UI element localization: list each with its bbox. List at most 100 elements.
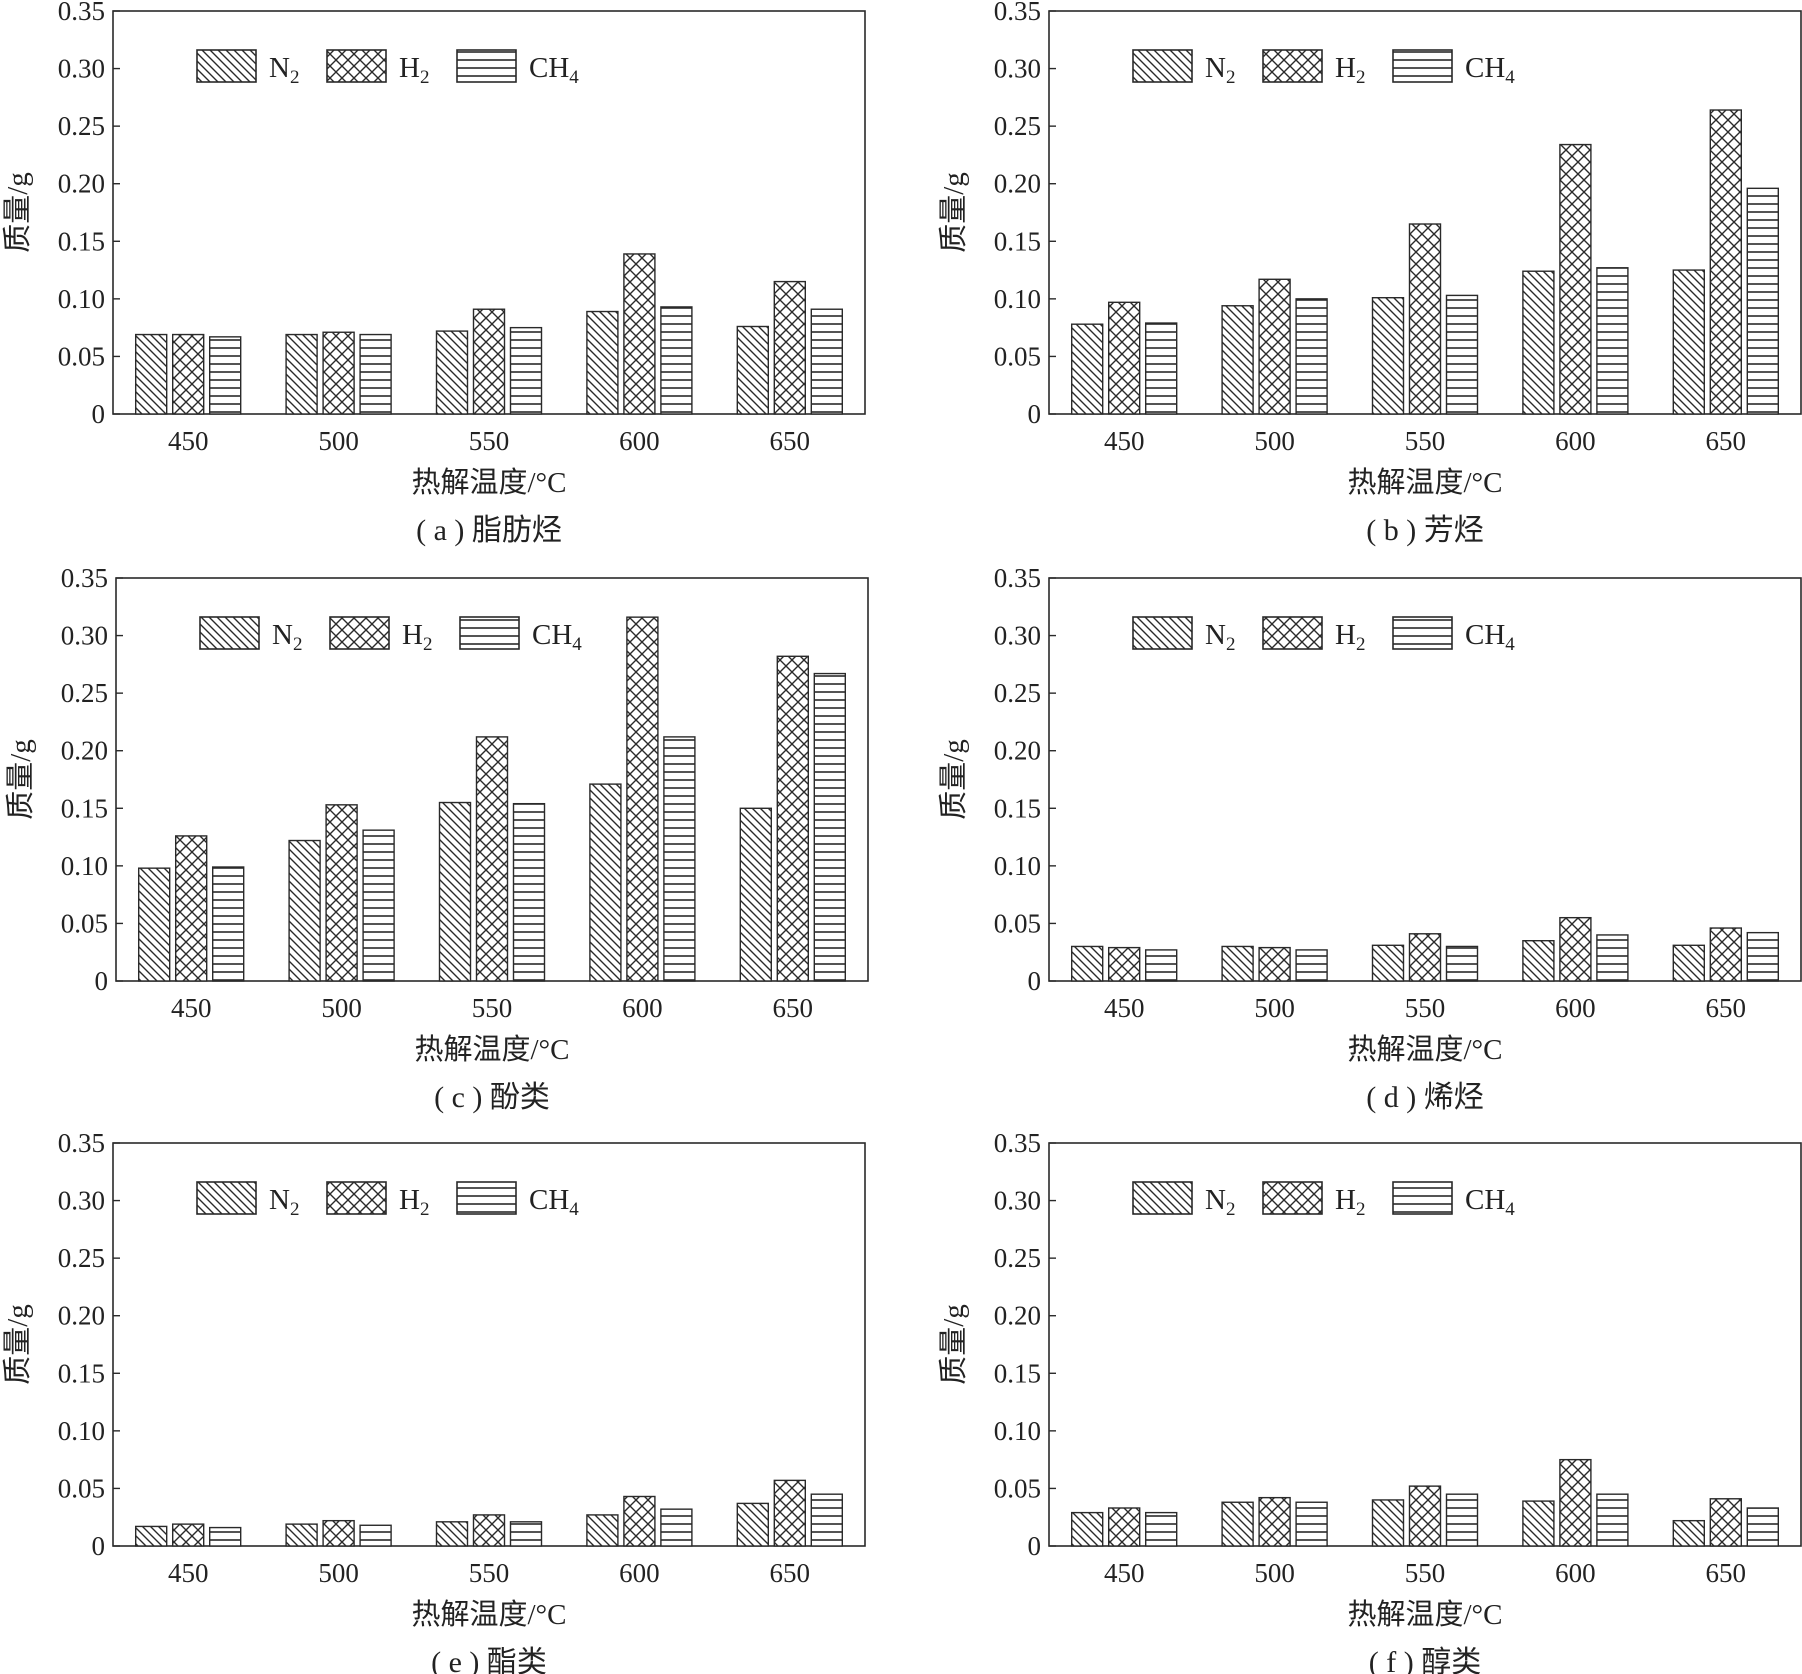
x-tick-label: 600 <box>622 993 663 1023</box>
legend-label-subscript: 2 <box>423 634 433 655</box>
y-tick-label: 0.35 <box>61 563 108 593</box>
bar-H2-450 <box>1107 301 1141 415</box>
y-tick-label: 0.10 <box>58 284 105 314</box>
bar-CH4-600 <box>1596 1493 1629 1547</box>
y-tick-label: 0.15 <box>994 226 1041 256</box>
x-tick-label: 550 <box>472 993 513 1023</box>
bar-CH4-600 <box>660 306 693 415</box>
y-tick-label: 0 <box>1028 1531 1042 1561</box>
bar-N2-450 <box>1070 323 1104 415</box>
y-tick-label: 0.20 <box>58 169 105 199</box>
x-tick-label: 500 <box>1254 1558 1295 1588</box>
legend-label-main: CH <box>529 1184 569 1216</box>
bar-CH4-500 <box>1295 1501 1328 1547</box>
legend-swatch <box>456 49 517 83</box>
x-tick-label: 650 <box>1706 426 1747 456</box>
legend-label: CH4 <box>532 619 582 655</box>
bar-CH4-550 <box>509 326 543 415</box>
legend: N2 H2 CH4 <box>199 616 582 655</box>
legend-label: CH4 <box>1465 52 1515 88</box>
bar-H2-650 <box>1709 109 1743 415</box>
y-tick-label: 0.25 <box>994 111 1041 141</box>
bar-N2-500 <box>1221 945 1254 982</box>
legend-label-main: CH <box>1465 1184 1505 1216</box>
bar-H2-450 <box>171 1523 205 1547</box>
bar-N2-450 <box>1070 1511 1104 1547</box>
legend-label: H2 <box>1335 1184 1365 1220</box>
y-tick-label: 0.25 <box>994 1243 1041 1273</box>
bar-CH4-450 <box>1144 949 1178 982</box>
bar-N2-550 <box>438 801 472 982</box>
x-tick-label: 650 <box>1706 993 1747 1023</box>
x-tick-label: 550 <box>469 1558 510 1588</box>
bar-H2-550 <box>472 308 506 415</box>
legend-label-subscript: 2 <box>1226 634 1236 655</box>
bar-H2-450 <box>1107 1507 1141 1547</box>
bar-CH4-550 <box>1445 294 1479 415</box>
y-tick-label: 0.15 <box>994 1358 1041 1388</box>
y-axis-title: 质量/g <box>937 172 970 253</box>
bar-CH4-500 <box>359 333 392 415</box>
y-tick-label: 0.05 <box>58 341 105 371</box>
x-axis-title: 热解温度/°C <box>1348 1598 1503 1631</box>
legend-swatch <box>1262 49 1323 83</box>
legend-label-main: N <box>272 619 293 651</box>
legend-label: CH4 <box>529 1184 579 1220</box>
y-tick-label: 0.20 <box>994 1301 1041 1331</box>
legend-swatch <box>1392 616 1453 650</box>
bar-CH4-500 <box>362 829 395 982</box>
bar-N2-550 <box>1371 944 1405 982</box>
legend-label: CH4 <box>1465 619 1515 655</box>
bar-H2-600 <box>623 253 656 415</box>
legend-swatch <box>459 616 520 650</box>
legend-label: H2 <box>1335 52 1365 88</box>
legend-label: N2 <box>1205 619 1235 655</box>
panel-caption: ( d ) 烯烃 <box>1366 1081 1483 1114</box>
y-tick-label: 0.20 <box>994 736 1041 766</box>
y-tick-label: 0.10 <box>994 1416 1041 1446</box>
bar-H2-500 <box>322 1519 355 1547</box>
bar-H2-600 <box>1559 143 1592 415</box>
panel-caption: ( f ) 醇类 <box>1369 1646 1481 1674</box>
legend-label-subscript: 2 <box>1226 67 1236 88</box>
x-tick-label: 550 <box>1405 426 1446 456</box>
legend-label-main: H <box>1335 619 1356 651</box>
chart-panel-2: 0 0.05 0.10 0.15 0.20 0.25 0.30 0.35 450 500 550 60… <box>4 563 869 1114</box>
legend-label: CH4 <box>1465 1184 1515 1220</box>
legend-label-subscript: 4 <box>1505 1199 1515 1220</box>
panel-caption: ( a ) 脂肪烃 <box>416 514 562 547</box>
bar-H2-450 <box>174 835 208 982</box>
bar-N2-650 <box>1672 944 1706 982</box>
x-tick-label: 650 <box>770 1558 811 1588</box>
bar-N2-600 <box>586 1514 619 1547</box>
bar-H2-500 <box>1258 1496 1291 1547</box>
panel-caption: ( c ) 酚类 <box>434 1081 550 1114</box>
legend-label-main: CH <box>1465 52 1505 84</box>
chart-panel-3: 0 0.05 0.10 0.15 0.20 0.25 0.30 0.35 450 500 550 60… <box>937 563 1802 1114</box>
x-tick-label: 500 <box>321 993 362 1023</box>
legend-label-subscript: 2 <box>290 67 300 88</box>
bar-CH4-650 <box>1746 931 1780 982</box>
legend-label-main: H <box>399 52 420 84</box>
legend: N2 H2 CH4 <box>1132 1181 1515 1220</box>
bar-N2-450 <box>134 333 168 415</box>
x-axis-title: 热解温度/°C <box>412 1598 567 1631</box>
x-tick-label: 600 <box>1555 1558 1596 1588</box>
y-tick-label: 0.35 <box>58 0 105 26</box>
bar-CH4-650 <box>813 672 846 982</box>
y-tick-label: 0.35 <box>58 1128 105 1158</box>
panel-caption: ( b ) 芳烃 <box>1366 514 1483 547</box>
x-axis-title: 热解温度/°C <box>412 466 567 499</box>
bar-CH4-500 <box>359 1524 392 1547</box>
x-tick-label: 450 <box>168 426 209 456</box>
y-tick-label: 0.25 <box>58 1243 105 1273</box>
y-tick-label: 0.10 <box>61 851 108 881</box>
y-tick-label: 0.10 <box>994 284 1041 314</box>
bar-N2-500 <box>1221 305 1254 415</box>
legend-label: N2 <box>1205 52 1235 88</box>
chart-panel-4: 0 0.05 0.10 0.15 0.20 0.25 0.30 0.35 450 500 550 60… <box>1 1128 866 1674</box>
bar-CH4-600 <box>1596 267 1629 415</box>
legend-label-main: CH <box>1465 619 1505 651</box>
bar-CH4-500 <box>1295 949 1328 982</box>
